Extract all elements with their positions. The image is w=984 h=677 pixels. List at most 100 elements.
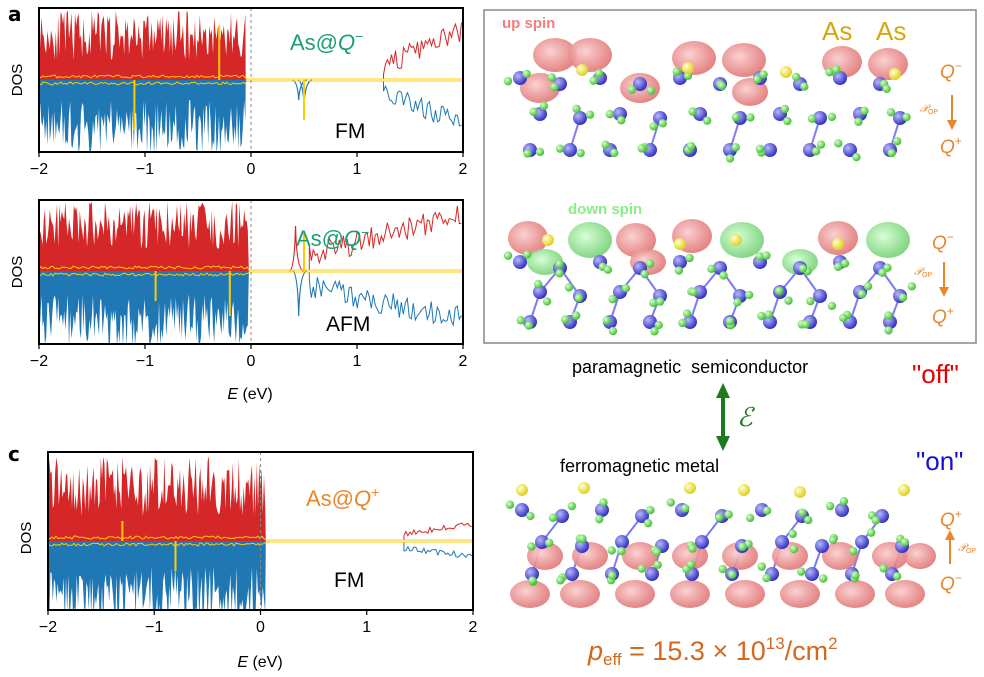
op-arrow-3-head: [945, 530, 955, 540]
atom-blue: [813, 289, 827, 303]
atom-green: [572, 104, 581, 113]
atom-blue: [635, 509, 649, 523]
xtick-label: −1: [136, 161, 154, 178]
spin-up-lobe: [560, 580, 600, 608]
spin-up-lobe: [904, 543, 936, 569]
dos-panel-afm: −2 −1 0 1 2: [30, 199, 468, 370]
atom-green: [617, 546, 626, 556]
xtick-label: 2: [459, 353, 468, 370]
atom-green: [653, 560, 662, 570]
atom-green: [832, 65, 841, 74]
atom-green: [608, 571, 617, 580]
atom-green: [605, 109, 615, 119]
atom-green: [898, 293, 908, 302]
atom-blue: [525, 567, 539, 581]
atom-green: [627, 85, 637, 94]
atom-green: [655, 297, 665, 306]
atom-green: [780, 104, 790, 114]
atom-green: [602, 316, 611, 325]
atom-as: [898, 484, 910, 496]
atom-green: [884, 311, 893, 320]
atom-blue: [805, 567, 819, 581]
atom-as: [674, 238, 686, 250]
atom-green: [505, 500, 515, 509]
atom-green: [851, 571, 860, 580]
atom-green: [892, 572, 902, 581]
atom-green: [503, 251, 513, 260]
atom-green: [731, 112, 741, 122]
spin-up-lobe: [527, 542, 563, 570]
atom-green: [849, 546, 858, 556]
atom-green: [686, 141, 696, 151]
atom-green: [801, 320, 810, 329]
atom-green: [892, 137, 902, 146]
q-plus-2: Q+: [932, 304, 954, 328]
atom-green: [839, 497, 849, 506]
atom-green: [544, 538, 554, 548]
on-label: "on": [916, 446, 963, 476]
as-pdos-up: [39, 265, 463, 271]
atom-green: [745, 513, 755, 523]
as-pdos-up: [48, 535, 472, 541]
atom-green: [725, 154, 735, 163]
atom-blue: [563, 143, 577, 157]
atom-green: [854, 117, 863, 127]
atom-green: [738, 542, 747, 552]
atom-green: [645, 259, 655, 268]
q-minus-3: Q−: [940, 571, 962, 595]
atom-green: [759, 70, 768, 79]
species-label-top: As@Q−: [290, 28, 363, 55]
atom-green: [585, 110, 595, 119]
spin-up-lobe: [722, 43, 766, 77]
dos-up-fill: [48, 456, 266, 541]
atom-as: [730, 234, 742, 246]
atom-green: [719, 271, 728, 280]
spin-up-lobe: [772, 542, 808, 570]
dos-down-cb: [308, 272, 462, 327]
atom-green: [621, 284, 631, 293]
atom-green: [646, 506, 655, 515]
atom-green: [526, 511, 535, 521]
atom-green: [827, 301, 837, 311]
spin-down-lobe: [866, 222, 910, 258]
atom-blue: [843, 143, 857, 157]
spin-up-lobe: [568, 38, 612, 72]
as-pdos-down: [39, 80, 463, 86]
atom-green: [827, 112, 837, 122]
q-plus-3: Q+: [940, 507, 962, 531]
atom-green: [539, 101, 549, 111]
spin-up-lobe: [822, 542, 858, 570]
atom-blue: [565, 567, 579, 581]
atom-green: [714, 513, 724, 522]
ylabel-middle: DOS: [9, 256, 26, 289]
atom-green: [571, 311, 581, 320]
atom-green: [689, 287, 698, 297]
atom-green: [755, 144, 765, 154]
atom-green: [578, 534, 587, 543]
atom-green: [791, 72, 801, 82]
atom-green: [816, 140, 826, 149]
atom-green: [658, 119, 667, 128]
atom-blue: [775, 535, 789, 549]
atom-green: [523, 250, 532, 259]
atom-green: [516, 316, 525, 325]
atom-as: [832, 238, 844, 250]
atom-green: [825, 501, 835, 511]
atom-as: [889, 68, 901, 80]
spin-down-lobe: [568, 222, 612, 258]
atom-green: [603, 265, 613, 274]
atom-green: [683, 71, 693, 80]
atom-green: [561, 315, 570, 324]
xtick-label: 2: [469, 619, 478, 636]
atom-green: [637, 564, 647, 573]
structure-ferromagnetic: [505, 482, 936, 608]
spin-up-lobe: [780, 580, 820, 608]
as-pdos-up: [39, 74, 463, 80]
atom-blue: [513, 255, 527, 269]
atom-green: [646, 86, 656, 95]
atom-green: [666, 498, 675, 507]
spin-up-lobe: [510, 580, 550, 608]
paramagnetic-label: paramagnetic semiconductor: [572, 357, 808, 377]
up-spin-label: up spin: [502, 15, 555, 32]
